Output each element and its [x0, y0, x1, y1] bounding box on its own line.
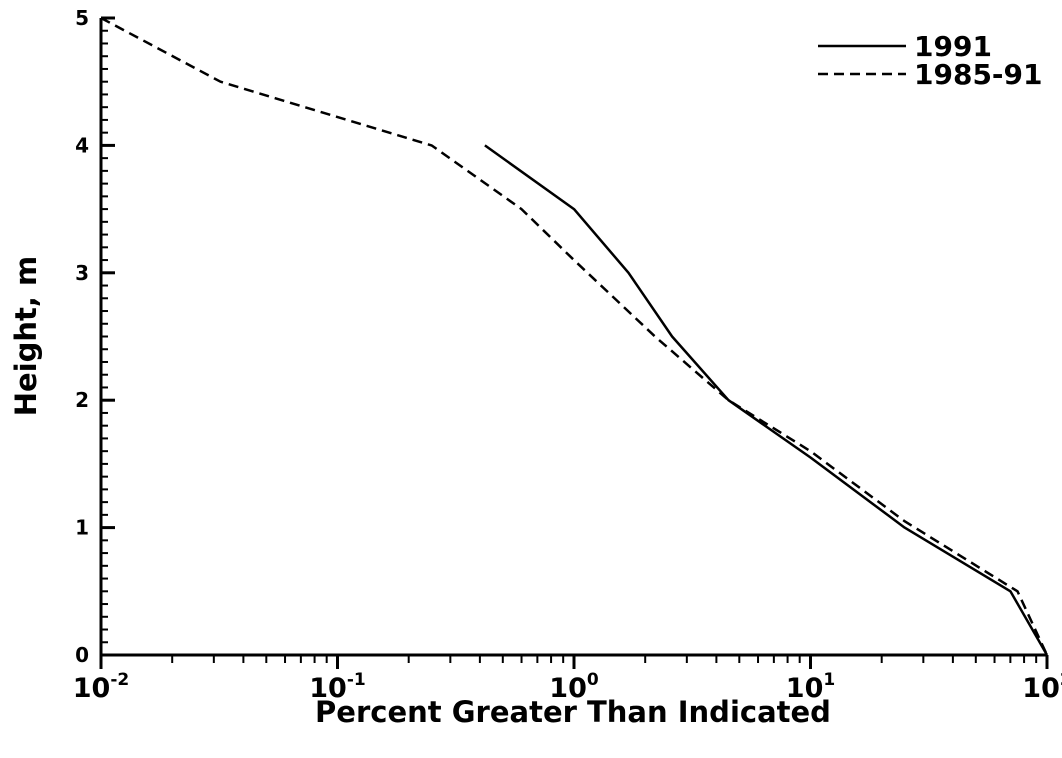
y-tick-label: 0 [75, 643, 89, 667]
x-tick-label: 102 [1022, 670, 1062, 704]
x-tick-label: 101 [786, 670, 835, 704]
plot-lines [100, 16, 1049, 656]
x-tick-labels: 10-2 10-1 100 101 102 [73, 670, 1062, 704]
y-tick-label: 3 [75, 261, 89, 285]
series-line-1985-91 [100, 16, 1049, 656]
y-tick-label: 1 [75, 516, 89, 540]
x-axis-title: Percent Greater Than Indicated [315, 695, 831, 729]
y-tick-label: 5 [75, 6, 89, 30]
x-tick-label: 10-1 [309, 670, 365, 704]
x-tick-label: 10-2 [73, 670, 129, 704]
y-tick-labels: 0 1 2 3 4 5 [75, 6, 89, 667]
legend-label-1985-91: 1985-91 [914, 58, 1043, 91]
series-line-1991 [484, 144, 1049, 656]
y-tick-label: 4 [75, 133, 89, 157]
axes [99, 16, 1049, 669]
x-tick-label: 100 [549, 670, 599, 704]
y-axis-title: Height, m [9, 256, 43, 416]
legend-label-1991: 1991 [914, 30, 992, 63]
y-tick-label: 2 [75, 388, 89, 412]
